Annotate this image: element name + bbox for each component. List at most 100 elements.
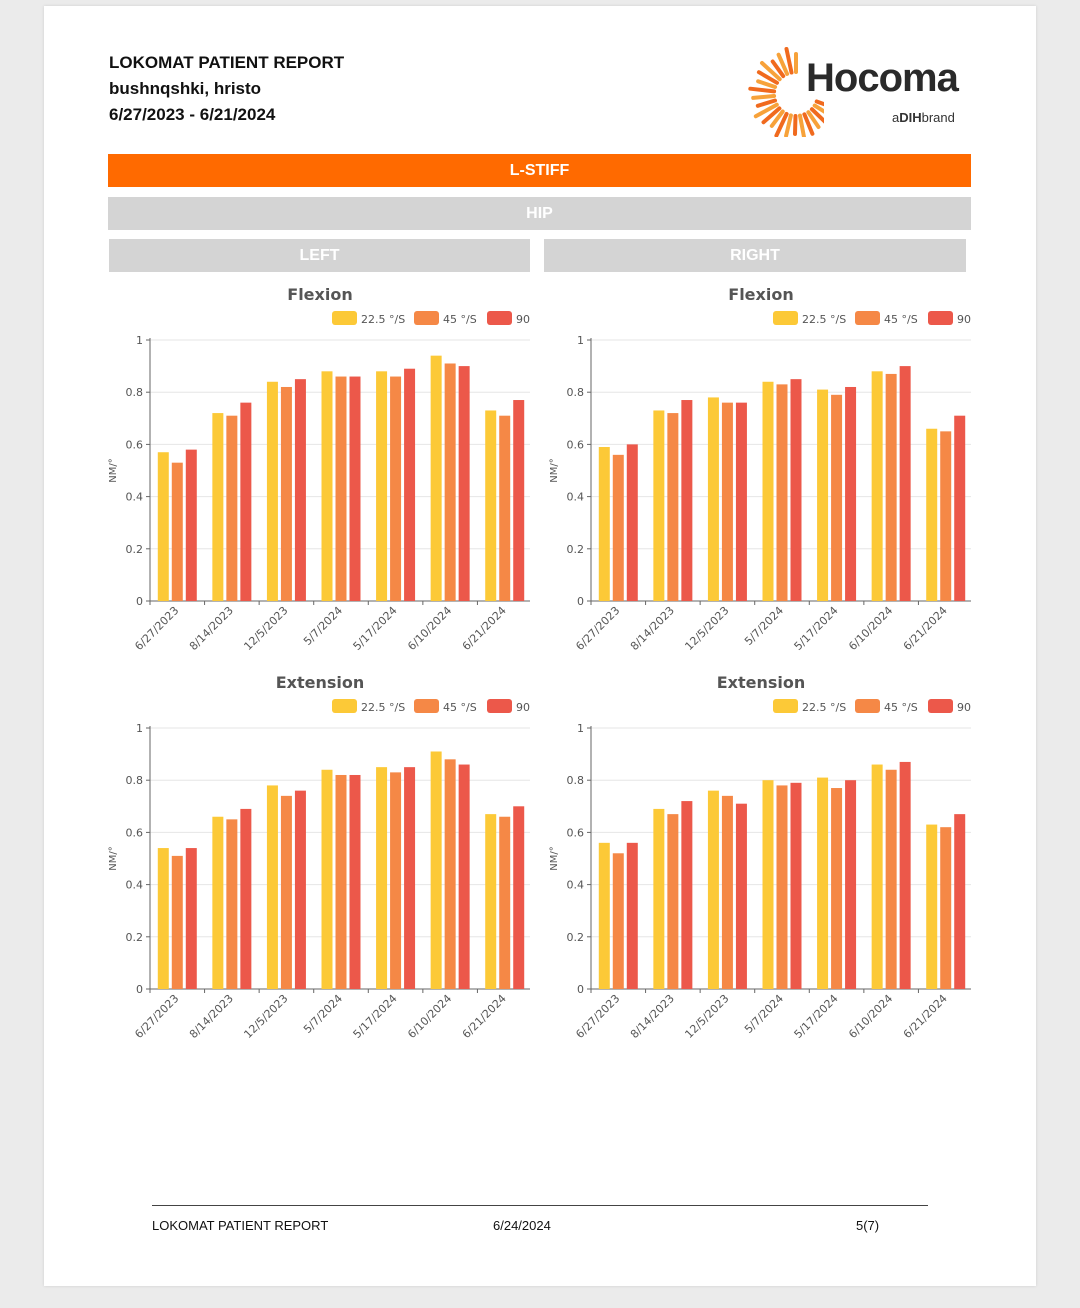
chart-title: Extension bbox=[276, 673, 365, 692]
right-side-band: RIGHT bbox=[544, 239, 966, 272]
x-tick-label: 5/7/2024 bbox=[742, 992, 786, 1036]
bar bbox=[157, 848, 169, 989]
legend-label: 22.5 °/S bbox=[361, 313, 405, 326]
flexion-left-chart: Flexion 22.5 °/S 45 °/S 90 °/S 0 0.2 0.4 0.6 0.8… bbox=[100, 276, 530, 656]
bar bbox=[871, 371, 883, 601]
legend-swatch bbox=[928, 311, 953, 325]
bar bbox=[458, 764, 470, 989]
x-tick-label: 12/5/2023 bbox=[241, 604, 290, 653]
y-tick-label: 0.8 bbox=[126, 774, 144, 787]
bar bbox=[626, 842, 638, 989]
left-side-band: LEFT bbox=[109, 239, 530, 272]
bar bbox=[926, 428, 938, 601]
bar bbox=[430, 751, 442, 989]
x-tick-label: 8/14/2023 bbox=[187, 992, 236, 1041]
x-tick-label: 6/27/2023 bbox=[573, 604, 622, 653]
y-tick-label: 0.8 bbox=[567, 386, 585, 399]
report-title: LOKOMAT PATIENT REPORT bbox=[109, 53, 345, 72]
legend-label: 22.5 °/S bbox=[361, 701, 405, 714]
y-tick-label: 0.6 bbox=[567, 826, 585, 839]
bar bbox=[240, 402, 252, 601]
x-tick-label: 5/17/2024 bbox=[792, 604, 841, 653]
bar bbox=[444, 759, 456, 989]
bar bbox=[776, 384, 788, 601]
footer-title: LOKOMAT PATIENT REPORT bbox=[152, 1218, 329, 1233]
chart-svg: Flexion 22.5 °/S 45 °/S 90 °/S 0 0.2 0.4 0.6 0.8… bbox=[549, 285, 971, 653]
report-header: LOKOMAT PATIENT REPORT bushnqshki, hrist… bbox=[109, 50, 344, 128]
bar bbox=[185, 848, 197, 989]
patient-name: bushnqshki, hristo bbox=[109, 79, 262, 98]
legend-label: 45 °/S bbox=[443, 701, 477, 714]
y-tick-label: 0.2 bbox=[126, 543, 144, 556]
legend-label: 22.5 °/S bbox=[802, 701, 846, 714]
bar bbox=[954, 814, 966, 989]
y-tick-label: 1 bbox=[136, 334, 143, 347]
sunburst-ray bbox=[756, 70, 779, 85]
bar bbox=[321, 371, 333, 601]
bar bbox=[598, 447, 610, 601]
bar bbox=[845, 780, 857, 989]
extension-right-chart: Extension 22.5 °/S 45 °/S 90 °/S 0 0.2 0.4 0.6 0… bbox=[541, 664, 971, 1044]
bar bbox=[735, 402, 747, 601]
legend-label: 90 °/S bbox=[516, 313, 530, 326]
x-tick-label: 6/10/2024 bbox=[846, 992, 895, 1041]
sunburst-ray bbox=[809, 107, 824, 124]
legend-swatch bbox=[332, 699, 357, 713]
bar bbox=[762, 780, 774, 989]
bar bbox=[817, 777, 829, 989]
y-axis-label: NM/° bbox=[108, 458, 119, 482]
footer-page: 5(7) bbox=[856, 1218, 880, 1233]
y-axis-label: NM/° bbox=[108, 846, 119, 870]
bar bbox=[871, 764, 883, 989]
y-tick-label: 1 bbox=[577, 334, 584, 347]
bar bbox=[899, 761, 911, 989]
bar bbox=[335, 376, 347, 601]
bar bbox=[335, 774, 347, 989]
flexion-right-chart: Flexion 22.5 °/S 45 °/S 90 °/S 0 0.2 0.4 0.6 0.8… bbox=[541, 276, 971, 656]
y-tick-label: 0.4 bbox=[126, 491, 144, 504]
bar bbox=[513, 806, 525, 989]
x-tick-label: 12/5/2023 bbox=[682, 992, 731, 1041]
bar bbox=[376, 767, 388, 989]
bar bbox=[790, 379, 802, 601]
sunburst-ray bbox=[760, 61, 782, 82]
logo-sub-prefix: a bbox=[892, 110, 900, 125]
bar bbox=[321, 769, 333, 989]
logo-subline: aDIHbrand bbox=[892, 110, 955, 125]
bar bbox=[954, 415, 966, 601]
x-tick-label: 5/7/2024 bbox=[301, 992, 345, 1036]
bar bbox=[458, 366, 470, 601]
bar bbox=[845, 386, 857, 601]
legend-swatch bbox=[773, 699, 798, 713]
y-tick-label: 1 bbox=[136, 722, 143, 735]
x-tick-label: 6/21/2024 bbox=[901, 604, 950, 653]
bar bbox=[940, 431, 952, 601]
chart-svg: Extension 22.5 °/S 45 °/S 90 °/S 0 0.2 0.4 0.6 0… bbox=[108, 673, 530, 1041]
bar bbox=[499, 816, 511, 989]
bar bbox=[349, 774, 361, 989]
x-tick-label: 6/27/2023 bbox=[132, 604, 181, 653]
y-axis-label: NM/° bbox=[549, 458, 560, 482]
bar bbox=[899, 366, 911, 601]
legend-label: 90 °/S bbox=[957, 701, 971, 714]
legend-label: 45 °/S bbox=[443, 313, 477, 326]
sunburst-ray bbox=[770, 59, 786, 79]
bar bbox=[485, 410, 497, 601]
bar bbox=[226, 415, 238, 601]
legend-swatch bbox=[928, 699, 953, 713]
bar bbox=[212, 816, 224, 989]
x-tick-label: 6/21/2024 bbox=[460, 992, 509, 1041]
bar bbox=[294, 790, 306, 989]
y-tick-label: 0.2 bbox=[126, 931, 144, 944]
bar bbox=[390, 376, 402, 601]
x-tick-label: 8/14/2023 bbox=[628, 992, 677, 1041]
bar bbox=[817, 389, 829, 601]
legend-swatch bbox=[487, 699, 512, 713]
legend-swatch bbox=[855, 311, 880, 325]
hocoma-sunburst-icon bbox=[748, 47, 824, 137]
bar bbox=[667, 413, 679, 601]
chart-svg: Flexion 22.5 °/S 45 °/S 90 °/S 0 0.2 0.4 0.6 0.8… bbox=[108, 285, 530, 653]
x-tick-label: 12/5/2023 bbox=[682, 604, 731, 653]
x-tick-label: 6/10/2024 bbox=[846, 604, 895, 653]
sunburst-ray bbox=[802, 112, 815, 136]
